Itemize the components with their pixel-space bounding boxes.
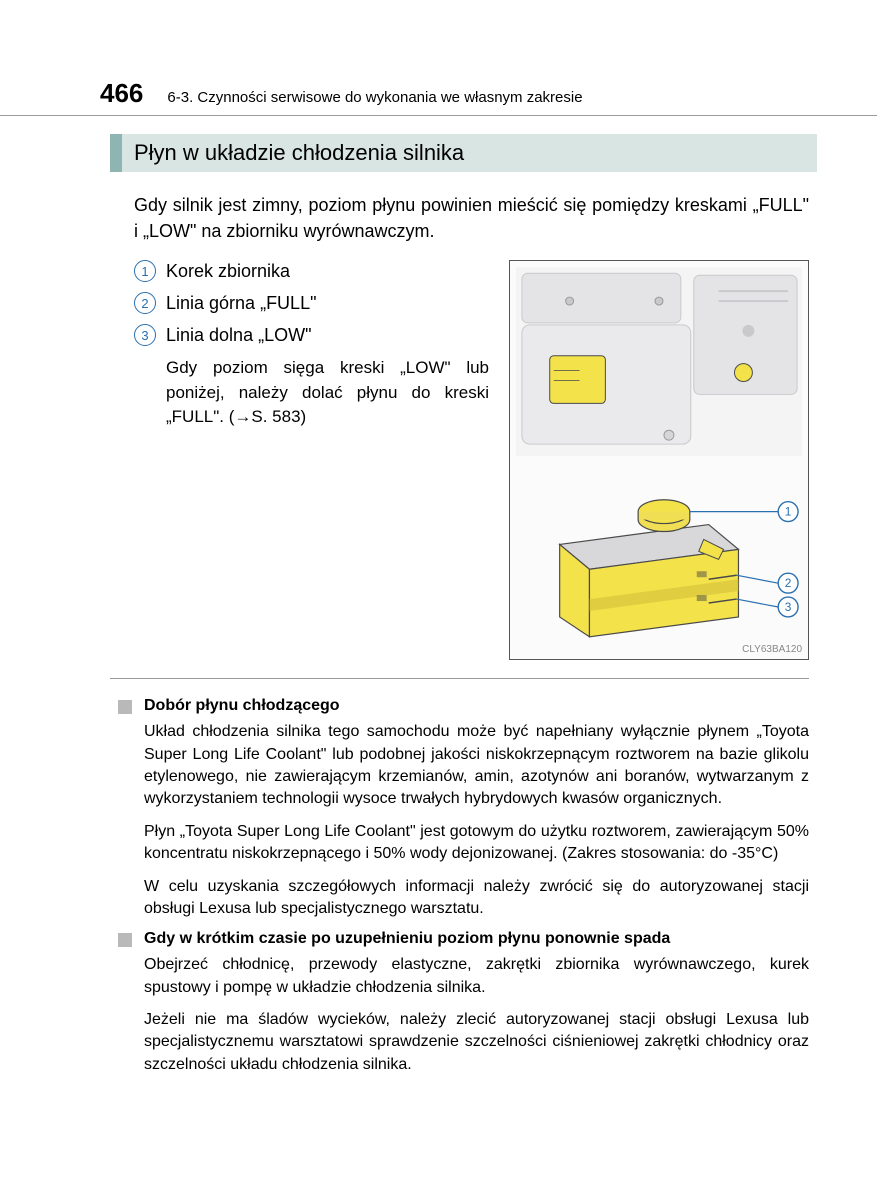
section-rule	[110, 678, 809, 679]
legend-label: Korek zbiornika	[166, 261, 290, 282]
body-paragraph: Układ chłodzenia silnika tego samochodu …	[144, 721, 809, 811]
square-bullet-icon	[118, 700, 132, 714]
body-paragraph: Jeżeli nie ma śladów wycieków, należy zl…	[144, 1009, 809, 1076]
reservoir-icon	[560, 500, 739, 637]
legend-note: Gdy poziom sięga kreski „LOW" lub poniże…	[166, 356, 489, 430]
body-paragraph: Płyn „Toyota Super Long Life Coolant" je…	[144, 821, 809, 866]
subsection-header: Dobór płynu chłodzącego	[118, 697, 809, 715]
diagram-svg: 1 2 3	[510, 261, 808, 659]
reservoir-diagram: 1 2 3 CLY63BA120	[509, 260, 809, 660]
manual-page: 466 6-3. Czynności serwisowe do wykonani…	[0, 0, 877, 1146]
breadcrumb: 6-3. Czynności serwisowe do wykonania we…	[167, 89, 582, 106]
legend-number-icon: 3	[134, 324, 156, 346]
section-title-bar: Płyn w układzie chłodzenia silnika	[110, 134, 817, 172]
legend-item: 2 Linia górna „FULL"	[134, 292, 489, 314]
legend-label: Linia dolna „LOW"	[166, 325, 311, 346]
callout-2: 2	[785, 576, 792, 590]
section-title: Płyn w układzie chłodzenia silnika	[122, 134, 817, 172]
title-accent	[110, 134, 122, 172]
callout-1: 1	[785, 505, 792, 519]
figure-column: 1 2 3 CLY63BA120	[509, 260, 809, 660]
legend-number-icon: 2	[134, 292, 156, 314]
page-number: 466	[100, 78, 143, 109]
page-header: 466 6-3. Czynności serwisowe do wykonani…	[100, 78, 817, 109]
legend-label: Linia górna „FULL"	[166, 293, 316, 314]
subsection-title: Gdy w krótkim czasie po uzupełnieniu poz…	[144, 930, 670, 948]
intro-paragraph: Gdy silnik jest zimny, poziom płynu powi…	[134, 192, 809, 244]
subsection-header: Gdy w krótkim czasie po uzupełnieniu poz…	[118, 930, 809, 948]
callout-3: 3	[785, 600, 792, 614]
legend-number-icon: 1	[134, 260, 156, 282]
legend-column: 1 Korek zbiornika 2 Linia górna „FULL" 3…	[134, 260, 489, 660]
header-rule	[0, 115, 877, 116]
body-paragraph: W celu uzyskania szczegółowych informacj…	[144, 876, 809, 921]
two-column-layout: 1 Korek zbiornika 2 Linia górna „FULL" 3…	[134, 260, 809, 660]
body-paragraph: Obejrzeć chłodnicę, przewody elastyczne,…	[144, 954, 809, 999]
square-bullet-icon	[118, 933, 132, 947]
legend-item: 1 Korek zbiornika	[134, 260, 489, 282]
figure-code: CLY63BA120	[742, 644, 802, 655]
subsection-title: Dobór płynu chłodzącego	[144, 697, 340, 715]
content-area: Płyn w układzie chłodzenia silnika Gdy s…	[110, 134, 817, 1076]
legend-item: 3 Linia dolna „LOW"	[134, 324, 489, 346]
